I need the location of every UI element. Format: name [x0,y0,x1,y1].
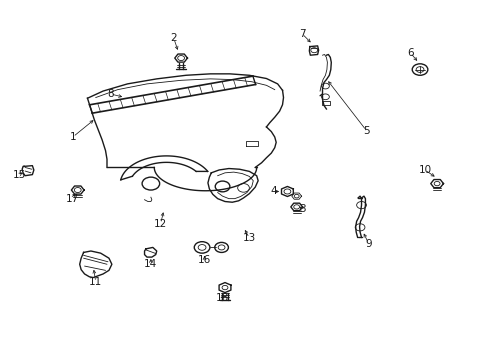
Text: 8: 8 [107,89,114,99]
Text: 4: 4 [270,186,277,197]
Text: 12: 12 [154,219,167,229]
Text: 15: 15 [13,170,26,180]
Text: 6: 6 [406,48,413,58]
Text: 17: 17 [66,194,80,204]
Text: 14: 14 [144,259,157,269]
Text: 5: 5 [363,126,369,135]
Text: 1: 1 [69,132,76,142]
Text: 18: 18 [216,293,229,303]
Text: 10: 10 [418,165,430,175]
Text: 9: 9 [365,239,371,249]
Text: 2: 2 [170,33,177,43]
Text: 7: 7 [298,29,305,39]
Text: 16: 16 [198,255,211,265]
Text: 11: 11 [89,277,102,287]
Text: 13: 13 [242,233,256,243]
Text: 3: 3 [298,204,305,215]
